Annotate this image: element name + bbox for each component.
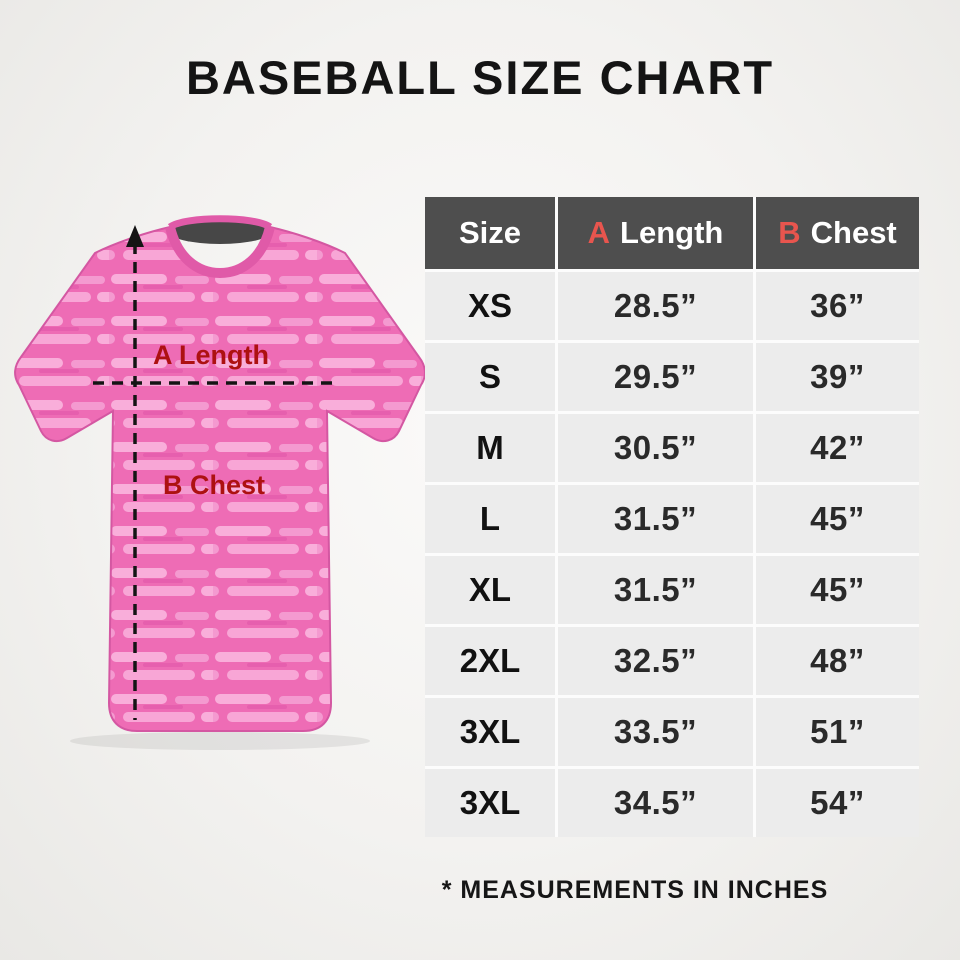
size-cell: 2XL xyxy=(425,627,555,695)
page-title: BASEBALL SIZE CHART xyxy=(185,51,775,104)
header-cell-length: A Length xyxy=(558,197,753,269)
chest-cell: 45” xyxy=(756,485,919,553)
chest-cell: 48” xyxy=(756,627,919,695)
chest-cell: 39” xyxy=(756,343,919,411)
size-cell: 3XL xyxy=(425,698,555,766)
length-cell: 31.5” xyxy=(558,556,753,624)
size-chart-table: Size A Length B Chest XS 28.5” 36” S 29.… xyxy=(425,197,919,837)
size-cell: L xyxy=(425,485,555,553)
jersey-shadow xyxy=(70,732,370,750)
chest-cell: 54” xyxy=(756,769,919,837)
chest-cell: 42” xyxy=(756,414,919,482)
header-cell-chest: B Chest xyxy=(756,197,919,269)
header-cell-size: Size xyxy=(425,197,555,269)
length-cell: 33.5” xyxy=(558,698,753,766)
chest-cell: 45” xyxy=(756,556,919,624)
size-cell: S xyxy=(425,343,555,411)
length-cell: 34.5” xyxy=(558,769,753,837)
length-cell: 32.5” xyxy=(558,627,753,695)
header-length-label: Length xyxy=(620,215,724,250)
header-length-prefix: A xyxy=(587,215,611,250)
length-cell: 29.5” xyxy=(558,343,753,411)
size-cell: 3XL xyxy=(425,769,555,837)
length-cell: 30.5” xyxy=(558,414,753,482)
header-chest-prefix: B xyxy=(778,215,801,250)
jersey-body xyxy=(14,225,426,732)
length-arrow-head xyxy=(126,225,144,247)
chest-cell: 36” xyxy=(756,272,919,340)
size-cell: XL xyxy=(425,556,555,624)
collar-band xyxy=(165,225,275,279)
header-chest-label: Chest xyxy=(810,215,897,250)
jersey-figure: A Length B Chest xyxy=(5,185,435,785)
length-cell: 31.5” xyxy=(558,485,753,553)
size-cell: M xyxy=(425,414,555,482)
collar-inner xyxy=(168,218,272,244)
measurements-footnote: * MEASUREMENTS IN INCHES xyxy=(441,876,829,904)
length-cell: 28.5” xyxy=(558,272,753,340)
size-cell: XS xyxy=(425,272,555,340)
chest-cell: 51” xyxy=(756,698,919,766)
jersey-graphic xyxy=(14,215,426,750)
collar-back-rim xyxy=(167,215,273,231)
